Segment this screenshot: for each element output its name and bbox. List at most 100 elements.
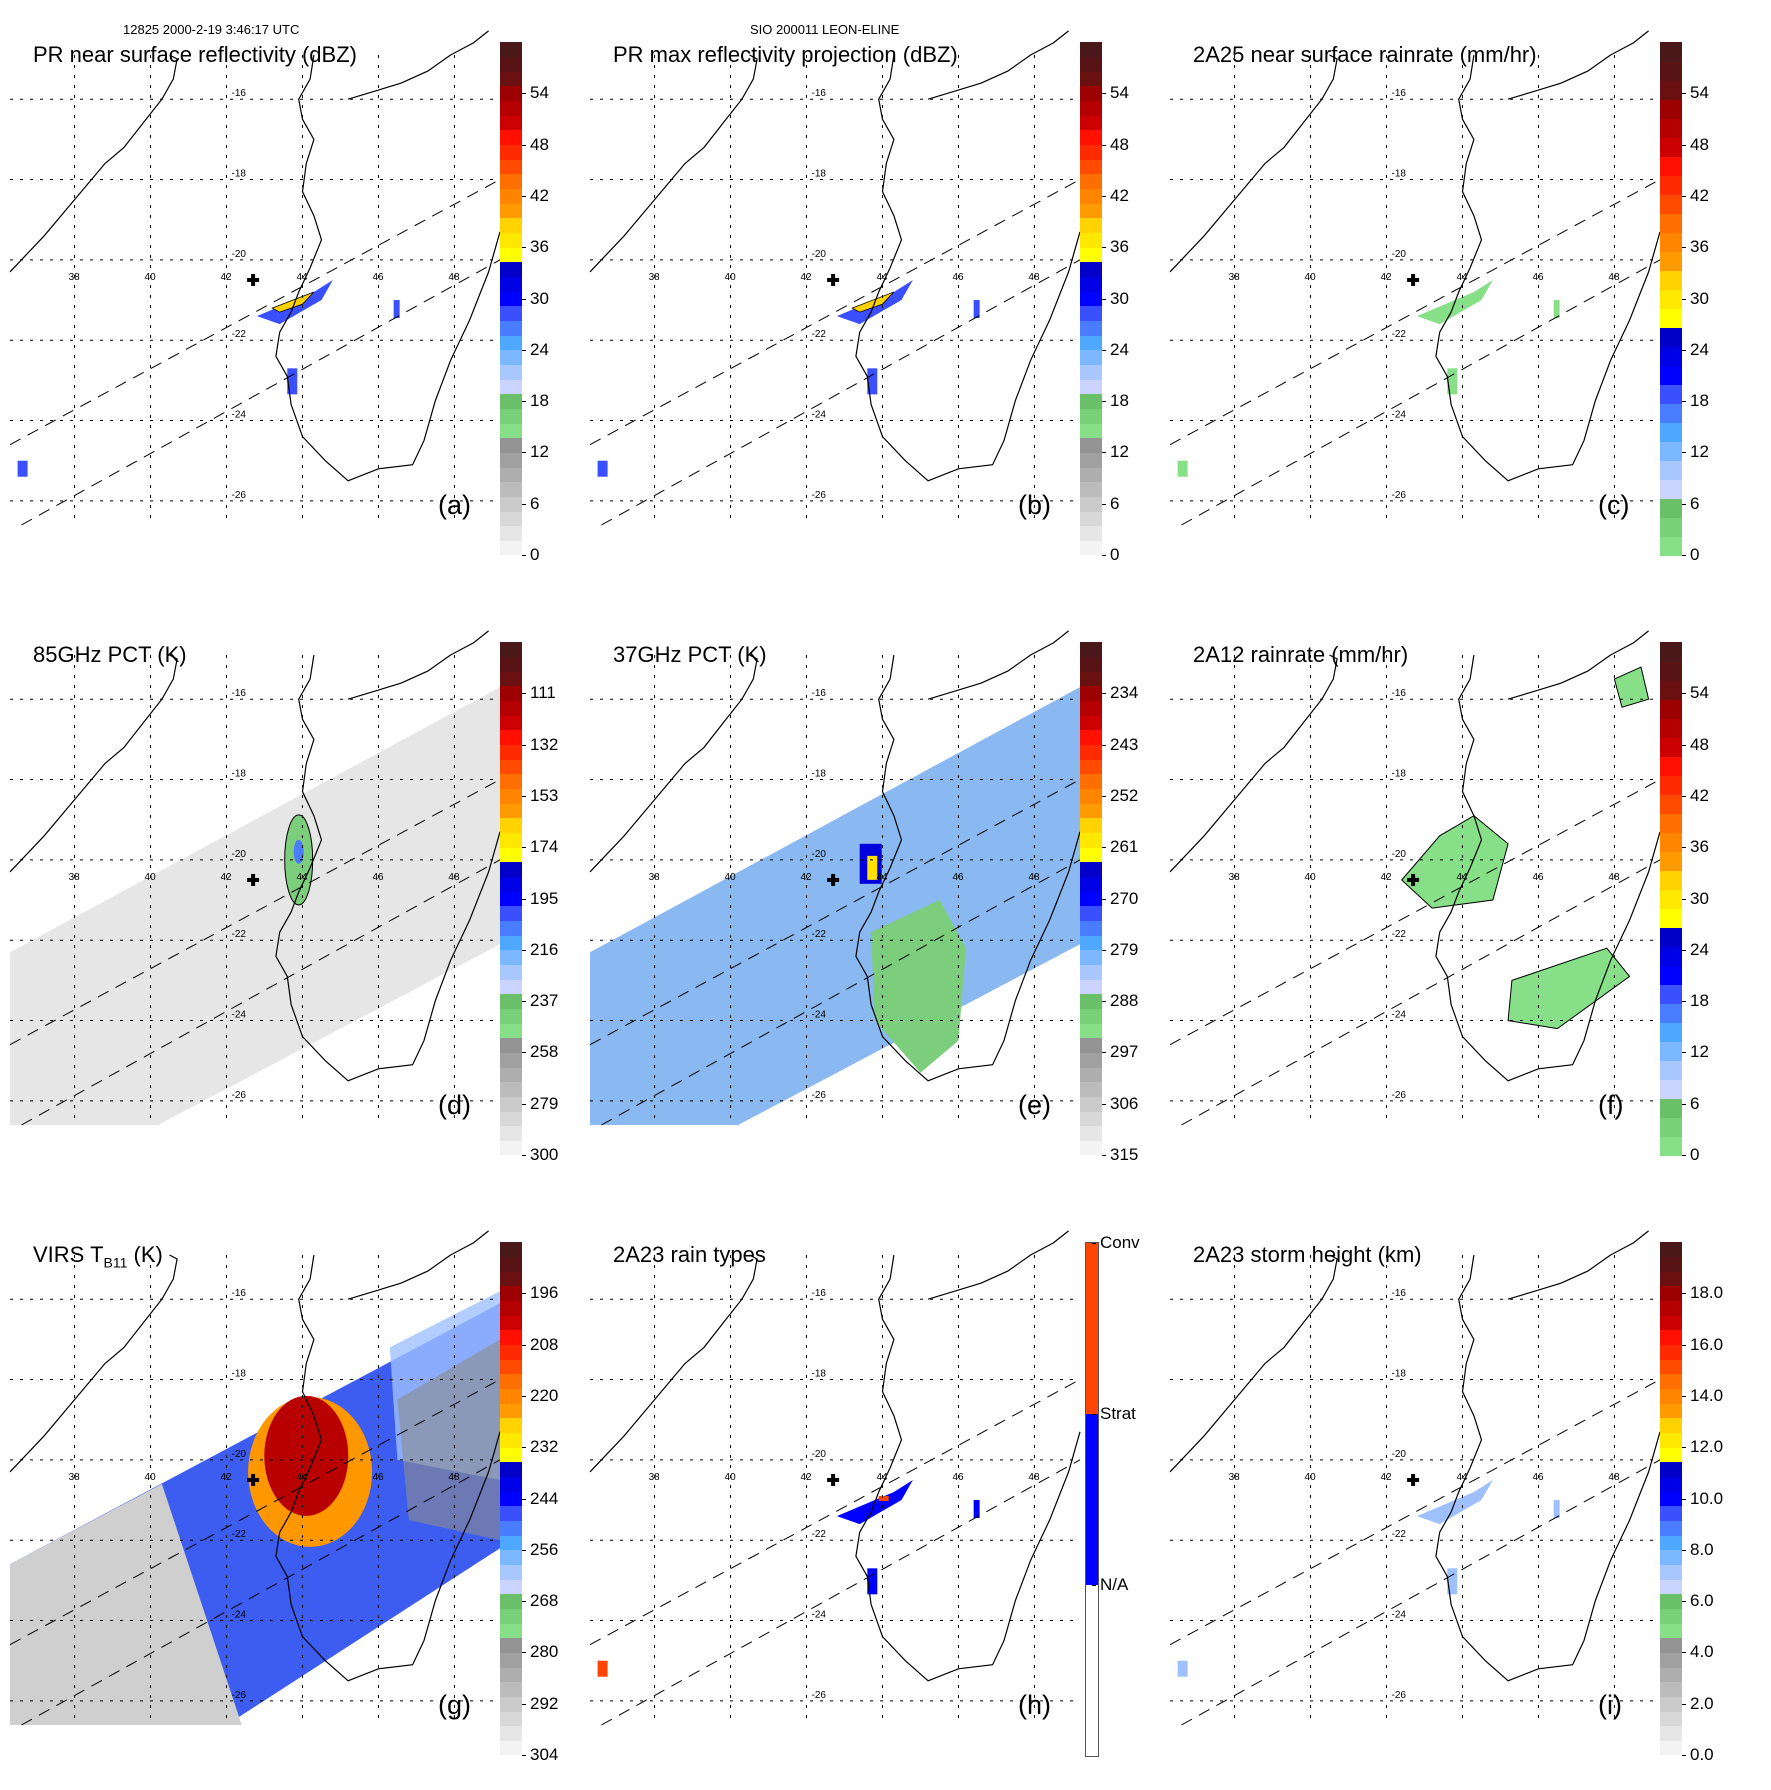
pr-swath-edges bbox=[589, 1379, 1081, 1726]
colorbar-segment bbox=[1080, 817, 1102, 834]
colorbar-segment bbox=[1660, 1079, 1682, 1099]
echo-cell bbox=[393, 300, 400, 319]
colorbar-segment bbox=[1086, 1585, 1098, 1756]
storm-center-marker bbox=[827, 873, 840, 886]
colorbar-segment bbox=[1660, 1136, 1682, 1156]
colorbar-segment bbox=[500, 1520, 522, 1536]
colorbar-tick-label: 18 bbox=[522, 391, 549, 411]
lon-tick-label: 46 bbox=[372, 272, 384, 283]
colorbar-segment bbox=[1660, 718, 1682, 738]
colorbar-segment bbox=[1660, 1637, 1682, 1653]
coastline-madagascar bbox=[1435, 1254, 1661, 1682]
lon-tick-label: 44 bbox=[876, 272, 888, 283]
coastline-africa bbox=[589, 1254, 758, 1473]
panel-label: (c) bbox=[1598, 490, 1630, 520]
colorbar-segment bbox=[1080, 100, 1102, 116]
swath-edge-south bbox=[1181, 859, 1661, 1126]
lon-tick-label: 44 bbox=[1456, 872, 1468, 883]
colorbar-segment bbox=[500, 876, 522, 892]
colorbar-segment bbox=[500, 393, 522, 409]
graticule bbox=[1170, 55, 1660, 525]
colorbar-segment bbox=[1080, 832, 1102, 848]
colorbar: 54 48 42 36 30 24 18 12 6 0 bbox=[1660, 42, 1709, 564]
colorbar-tick-label: 0 bbox=[521, 545, 540, 564]
colorbar-tick-label: 208 bbox=[521, 1334, 559, 1354]
colorbar-segment bbox=[500, 773, 522, 790]
cold-core bbox=[264, 1395, 349, 1516]
colorbar-segment bbox=[1660, 1300, 1682, 1316]
lat-tick-label: -16 bbox=[812, 1288, 827, 1299]
colorbar-tick-label: 42 bbox=[1682, 785, 1709, 805]
lon-tick-label: 44 bbox=[296, 272, 308, 283]
panel-title-subscript: B11 bbox=[103, 1254, 128, 1271]
colorbar-segment bbox=[1080, 71, 1102, 87]
cross-bar-v bbox=[251, 873, 256, 886]
colorbar-segment bbox=[1080, 217, 1102, 234]
panel-label: (e) bbox=[1018, 1090, 1051, 1120]
colorbar-segment bbox=[1660, 1549, 1682, 1565]
colorbar-segment bbox=[500, 1373, 522, 1390]
colorbar-tick-label: 195 bbox=[521, 888, 559, 908]
lon-tick-label: 38 bbox=[1229, 272, 1241, 283]
colorbar-segment bbox=[500, 525, 522, 541]
lon-tick-label: 44 bbox=[876, 1472, 888, 1483]
lon-tick-label: 40 bbox=[1305, 872, 1317, 883]
lat-tick-label: -24 bbox=[232, 1610, 247, 1621]
colorbar-segment bbox=[1080, 188, 1102, 204]
rain-area bbox=[1507, 947, 1631, 1030]
graticule bbox=[10, 55, 500, 525]
colorbar-segment bbox=[1660, 118, 1682, 138]
coastlines bbox=[589, 30, 1081, 482]
colorbar-segment bbox=[500, 408, 522, 424]
coastline-madagascar-north bbox=[347, 630, 489, 700]
coastlines bbox=[9, 1230, 501, 1682]
colorbar-tick-label: 14.0 bbox=[1681, 1385, 1724, 1405]
colorbar-segment bbox=[500, 832, 522, 848]
panel-title: 2A23 rain types bbox=[613, 1242, 766, 1268]
colorbar: 54 48 42 36 30 24 18 12 6 0 bbox=[500, 42, 549, 564]
colorbar-segment bbox=[500, 964, 522, 980]
lon-tick-label: 38 bbox=[69, 1472, 81, 1483]
colorbar-segment bbox=[1080, 935, 1102, 951]
colorbar-segment bbox=[1080, 232, 1102, 248]
data-field bbox=[590, 687, 1080, 1125]
colorbar-segment bbox=[1660, 1417, 1682, 1434]
colorbar-segment bbox=[1080, 159, 1102, 175]
map-panel-d: 85GHz PCT (K) -16 -18 -20 -22 -24 -26 38 40 42 44 4… bbox=[0, 600, 580, 1190]
pr-swath-edges bbox=[1169, 179, 1661, 526]
echo-cell bbox=[287, 368, 298, 395]
colorbar-tick-label: 16.0 bbox=[1681, 1334, 1724, 1354]
panel-label: (d) bbox=[438, 1090, 471, 1120]
colorbar-tick-label: 18 bbox=[1102, 391, 1129, 411]
lon-tick-label: 44 bbox=[296, 872, 308, 883]
colorbar-segment bbox=[500, 847, 522, 863]
map-canvas: -16 -18 -20 -22 -24 -26 38 40 42 44 46 48 bbox=[9, 30, 501, 526]
lon-tick-label: 42 bbox=[221, 1472, 233, 1483]
coastlines bbox=[589, 630, 1081, 1082]
colorbar-segment bbox=[1080, 861, 1102, 877]
colorbar-segment bbox=[1660, 536, 1682, 556]
panel-label: (h) bbox=[1018, 1690, 1051, 1720]
lat-tick-label: -18 bbox=[232, 769, 247, 780]
colorbar-segment bbox=[500, 1505, 522, 1521]
colorbar-segment bbox=[1660, 946, 1682, 966]
colorbar-segment bbox=[1080, 291, 1102, 307]
colorbar-category-label: Strat bbox=[1092, 1404, 1136, 1423]
rain-area bbox=[1613, 666, 1650, 708]
lon-tick-label: 42 bbox=[801, 272, 813, 283]
colorbar-segment bbox=[500, 700, 522, 716]
lon-tick-label: 46 bbox=[952, 1472, 964, 1483]
lat-tick-label: -26 bbox=[1392, 490, 1407, 501]
colorbar-segment bbox=[1080, 1111, 1102, 1127]
echo-cell bbox=[867, 368, 878, 395]
lat-tick-label: -26 bbox=[1392, 1690, 1407, 1701]
colorbar-segment bbox=[500, 1593, 522, 1609]
colorbar: 18.0 16.0 14.0 12.0 10.0 8.0 6.0 4.0 2.0 0.0 bbox=[1660, 1242, 1723, 1764]
colorbar-segment bbox=[1660, 1711, 1682, 1727]
lon-tick-label: 42 bbox=[1381, 272, 1393, 283]
colorbar-segment bbox=[500, 1711, 522, 1727]
colorbar-tick-label: 268 bbox=[521, 1591, 559, 1611]
colorbar-segment bbox=[1660, 1271, 1682, 1287]
colorbar-tick-label: 48 bbox=[1102, 134, 1129, 154]
coastline-madagascar bbox=[1435, 654, 1661, 1082]
